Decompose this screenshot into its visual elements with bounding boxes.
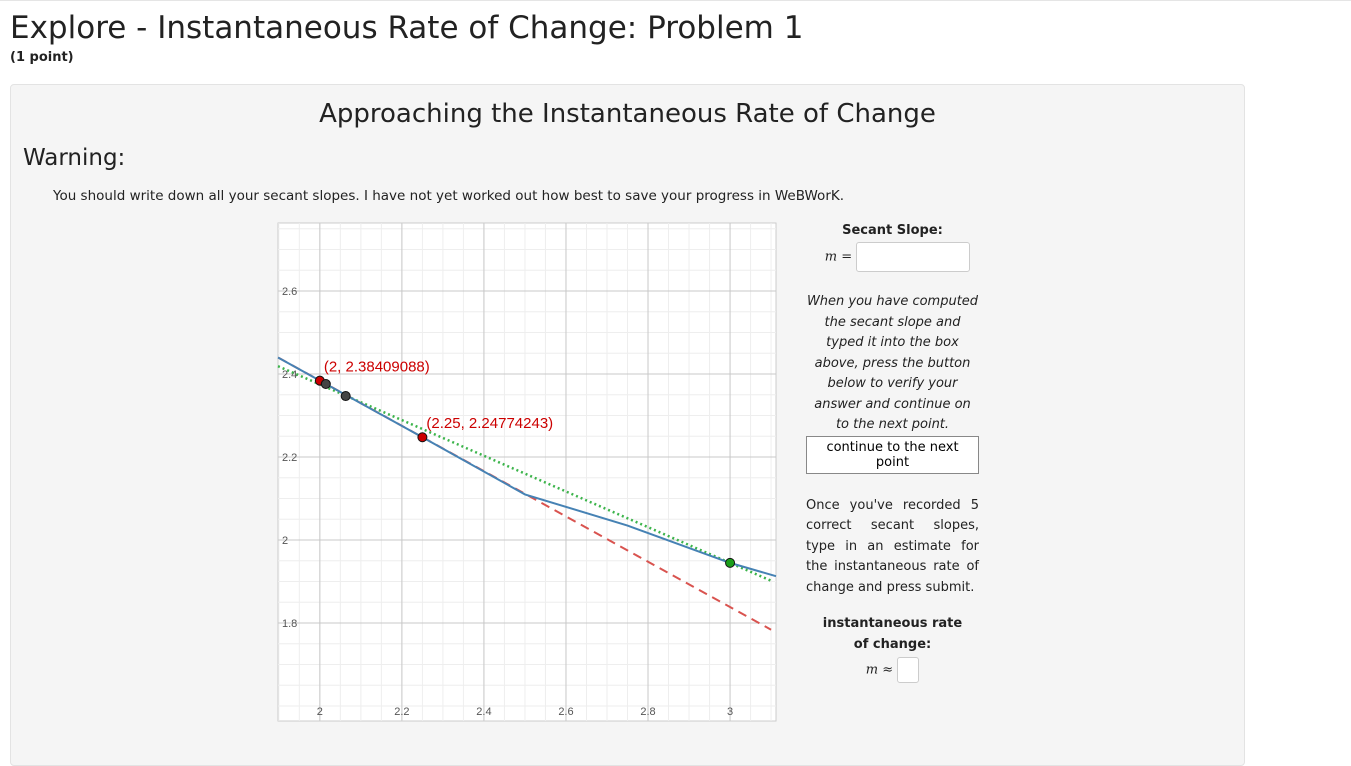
point xyxy=(340,391,351,402)
once-text: Once you've recorded 5 correct secant sl… xyxy=(806,497,979,595)
sidebar: Secant Slope: m = When you have computed… xyxy=(806,223,979,683)
continue-button[interactable]: continue to the next point xyxy=(806,435,979,474)
y-tick-label: 2.4 xyxy=(282,369,297,381)
divider xyxy=(0,0,1351,1)
y-tick-label: 2 xyxy=(282,535,288,547)
page-title: Explore - Instantaneous Rate of Change: … xyxy=(10,10,804,46)
warning-title: Warning: xyxy=(23,145,126,171)
secant-input[interactable] xyxy=(856,242,971,272)
estimate-label: instantaneous rate of change: xyxy=(822,616,963,652)
plot-area xyxy=(277,222,777,722)
y-tick-label: 1.8 xyxy=(282,618,297,630)
y-tick-label: 2.2 xyxy=(282,452,297,464)
point-label: (2.25, 2.24774243) xyxy=(426,415,553,432)
graph: 2 2.2 2.4 2.6 2.8 3 1.8 2 2.2 2.4 2.6 (2, 2.3840908… xyxy=(277,222,777,722)
math-label: m = xyxy=(824,249,853,265)
x-tick-label: 2.6 xyxy=(558,706,573,718)
instructions: When you have computed the secant slope … xyxy=(806,294,979,432)
x-tick-label: 2 xyxy=(317,706,323,718)
estimate-input[interactable] xyxy=(897,657,920,683)
x-tick-label: 2.2 xyxy=(394,706,409,718)
point xyxy=(320,379,331,390)
point-label: (2, 2.38409088) xyxy=(324,359,430,376)
x-tick-label: 2.8 xyxy=(640,706,655,718)
point xyxy=(417,432,428,443)
warning-text: You should write down all your secant sl… xyxy=(53,188,845,204)
secant-label: Secant Slope: xyxy=(842,223,943,238)
x-tick-label: 3 xyxy=(727,706,733,718)
points: (1 point) xyxy=(10,50,74,65)
problem-panel: Approaching the Instantaneous Rate of Ch… xyxy=(10,84,1245,766)
y-tick-label: 2.6 xyxy=(282,286,297,298)
point xyxy=(725,557,736,568)
x-tick-label: 2.4 xyxy=(476,706,491,718)
math-label: m ≈ xyxy=(865,662,894,678)
heading: Approaching the Instantaneous Rate of Ch… xyxy=(319,99,936,129)
